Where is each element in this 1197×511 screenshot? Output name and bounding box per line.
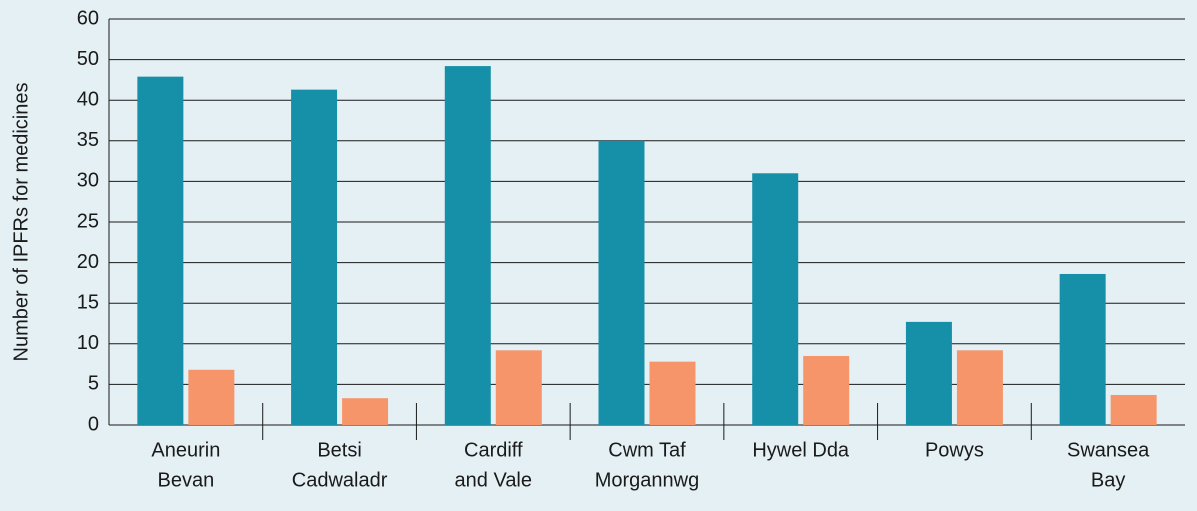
x-tick-label: Bevan	[157, 469, 214, 491]
bar	[188, 369, 235, 425]
bar	[444, 66, 491, 425]
y-tick-label: 0	[88, 413, 99, 435]
bar	[495, 350, 542, 425]
bar	[342, 398, 389, 425]
x-tick-label: and Vale	[455, 469, 532, 491]
bar	[905, 321, 952, 425]
bar	[1110, 394, 1157, 425]
bar	[649, 361, 696, 425]
bar	[1059, 273, 1106, 425]
y-tick-label: 20	[77, 251, 99, 273]
bar	[137, 76, 184, 425]
x-tick-label: Morgannwg	[595, 469, 700, 491]
bar	[956, 350, 1003, 425]
y-tick-label: 15	[77, 291, 99, 313]
y-tick-label: 40	[77, 88, 99, 110]
y-tick-label: 30	[77, 170, 99, 192]
x-tick-label: Powys	[925, 439, 984, 461]
x-tick-label: Cardiff	[464, 439, 523, 461]
y-tick-label: 25	[77, 210, 99, 232]
bar	[752, 173, 799, 425]
x-tick-label: Bay	[1091, 469, 1125, 491]
y-tick-label: 50	[77, 48, 99, 70]
y-tick-label: 10	[77, 332, 99, 354]
x-tick-label: Aneurin	[151, 439, 220, 461]
bar	[803, 355, 850, 425]
x-tick-label: Swansea	[1067, 439, 1150, 461]
x-tick-label: Hywel Dda	[752, 439, 850, 461]
y-axis-label: Number of IPFRs for medicines	[10, 83, 32, 362]
x-tick-label: Betsi	[317, 439, 361, 461]
y-tick-label: 5	[88, 373, 99, 395]
x-tick-label: Cadwaladr	[292, 469, 388, 491]
x-tick-label: Cwm Taf	[608, 439, 686, 461]
bar	[598, 140, 645, 426]
y-tick-label: 35	[77, 129, 99, 151]
y-tick-label: 60	[77, 7, 99, 29]
bar	[291, 89, 338, 426]
